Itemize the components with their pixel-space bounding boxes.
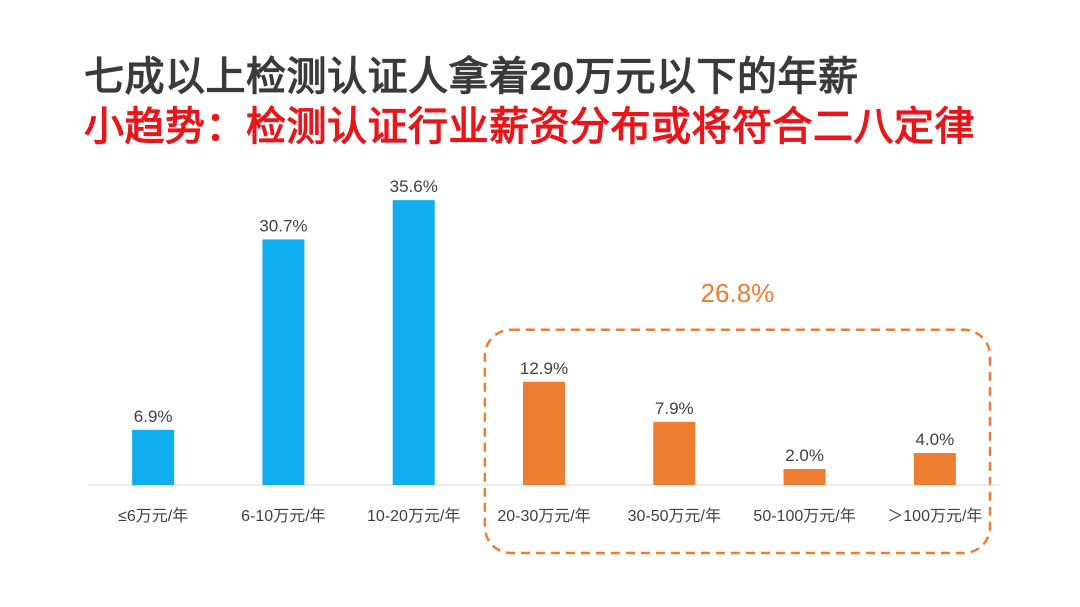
bar [132,429,175,485]
bar-value-label: 6.9% [134,407,173,426]
x-tick-label: 50-100万元/年 [753,507,855,525]
x-tick-label: ＞100万元/年 [887,507,982,525]
value-labels-group: 6.9% 30.7% 35.6% 12.9% 7.9% 2.0% 4.0% [134,177,954,465]
bar-value-label: 35.6% [390,177,438,196]
bar-value-label: 2.0% [785,446,824,465]
x-tick-label: ≤6万元/年 [118,507,188,525]
highlight-box [483,328,992,555]
page-title: 七成以上检测认证人拿着20万元以下的年薪 [84,55,859,99]
x-tick-label: 20-30万元/年 [497,507,590,525]
bar [392,200,435,485]
highlight-label: 26.8% [701,278,775,308]
x-tick-label: 6-10万元/年 [241,507,325,525]
bars-group [132,200,956,485]
page-subtitle: 小趋势：检测认证行业薪资分布或将符合二八定律 [84,105,975,149]
bar-value-label: 7.9% [655,399,694,418]
highlight-group: 26.8% [483,278,992,555]
bar [783,469,826,485]
bar-value-label: 12.9% [520,359,568,378]
bar [523,381,565,485]
x-tick-label: 30-50万元/年 [628,507,721,525]
x-tick-labels-group: ≤6万元/年 6-10万元/年 10-20万元/年 20-30万元/年 30-50万元/… [118,507,982,525]
bar [653,421,696,485]
bar-value-label: 4.0% [915,430,954,449]
bar [913,453,956,485]
x-tick-label: 10-20万元/年 [367,507,460,525]
bar-value-label: 30.7% [259,216,307,235]
bar [262,239,305,485]
